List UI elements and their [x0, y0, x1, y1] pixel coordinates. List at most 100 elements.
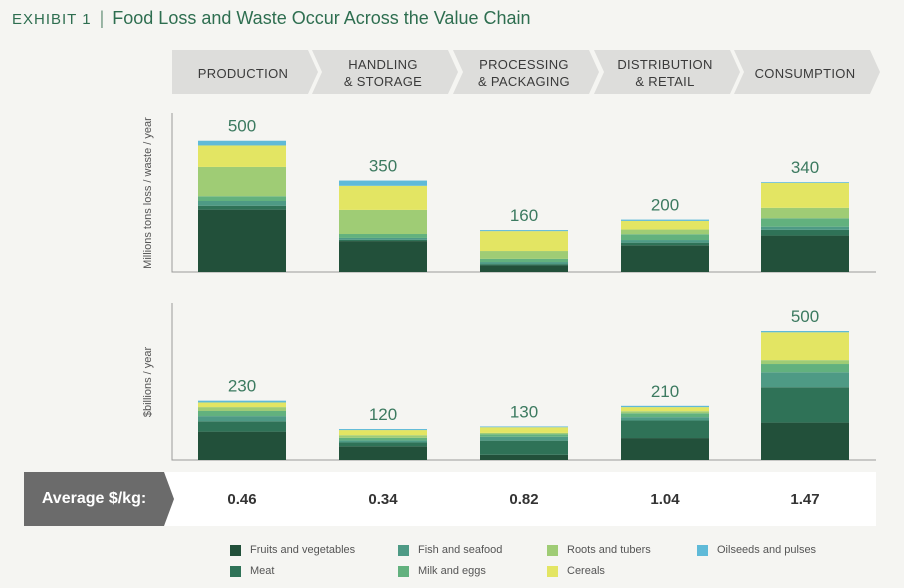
legend-swatch: [398, 544, 409, 556]
bar-segment-processing-packaging-roots-and-tubers: [480, 251, 568, 259]
legend-item-fruits-and-vegetables: Fruits and vegetables: [230, 544, 355, 556]
legend-label: Meat: [250, 565, 275, 577]
legend-item-meat: Meat: [230, 565, 274, 577]
bar-segment-handling-storage-meat: [339, 442, 427, 447]
bar-segment-production-cereals: [198, 145, 286, 167]
bar-segment-distribution-retail-oilseeds-and-pulses: [621, 219, 709, 221]
bar-segment-consumption-cereals: [761, 332, 849, 361]
bar-segment-processing-packaging-milk-and-eggs: [480, 434, 568, 437]
bar-total-label-handling-storage: 120: [369, 405, 397, 424]
bar-segment-handling-storage-milk-and-eggs: [339, 437, 427, 441]
legend-item-oilseeds-and-pulses: Oilseeds and pulses: [697, 544, 816, 556]
bar-segment-handling-storage-roots-and-tubers: [339, 209, 427, 235]
exhibit-number: EXHIBIT 1: [12, 11, 92, 28]
legend-swatch: [230, 544, 241, 556]
bar-segment-production-roots-and-tubers: [198, 407, 286, 411]
bar-segment-handling-storage-fish-and-seafood: [339, 237, 427, 240]
bar-segment-handling-storage-oilseeds-and-pulses: [339, 180, 427, 186]
bar-segment-distribution-retail-meat: [621, 420, 709, 439]
bar-segment-consumption-cereals: [761, 182, 849, 208]
bar-segment-handling-storage-meat: [339, 239, 427, 242]
bar-segment-consumption-fish-and-seafood: [761, 226, 849, 230]
bar-segment-production-oilseeds-and-pulses: [198, 400, 286, 403]
bar-segment-processing-packaging-fish-and-seafood: [480, 436, 568, 441]
legend-label: Milk and eggs: [418, 565, 486, 577]
bar-segment-processing-packaging-fish-and-seafood: [480, 262, 568, 265]
bar-total-label-distribution-retail: 210: [651, 382, 679, 401]
title-separator: |: [99, 8, 105, 28]
bar-segment-production-milk-and-eggs: [198, 196, 286, 201]
bar-total-label-processing-packaging: 160: [510, 206, 538, 225]
bar-segment-processing-packaging-roots-and-tubers: [480, 432, 568, 435]
legend-label: Cereals: [567, 565, 605, 577]
bar-segment-production-oilseeds-and-pulses: [198, 140, 286, 146]
average-label-arrow: [24, 472, 174, 526]
bar-segment-distribution-retail-cereals: [621, 407, 709, 412]
stage-label-consumption: CONSUMPTION: [754, 65, 856, 81]
tonnage-chart: 500 350 160 200 340: [171, 113, 876, 273]
average-price-processing-packaging: 0.82: [509, 490, 539, 508]
bar-segment-handling-storage-cereals: [339, 430, 427, 436]
bar-segment-consumption-milk-and-eggs: [761, 364, 849, 373]
average-price-distribution-retail: 1.04: [650, 490, 680, 508]
legend-label: Oilseeds and pulses: [717, 544, 817, 556]
legend-item-cereals: Cereals: [547, 565, 605, 577]
average-price-consumption: 1.47: [790, 490, 820, 508]
stage-label-distribution-retail: DISTRIBUTION & RETAIL: [617, 57, 713, 89]
bar-segment-distribution-retail-oilseeds-and-pulses: [621, 405, 709, 408]
bar-segment-production-meat: [198, 421, 286, 432]
bar-total-label-distribution-retail: 200: [651, 196, 679, 215]
bar-segment-distribution-retail-roots-and-tubers: [621, 411, 709, 414]
bar-segment-consumption-oilseeds-and-pulses: [761, 331, 849, 333]
bar-segment-consumption-roots-and-tubers: [761, 207, 849, 219]
bar-total-label-consumption: 340: [791, 158, 819, 177]
average-price-label: Average $/kg:: [41, 490, 147, 507]
bar-segment-distribution-retail-fish-and-seafood: [621, 417, 709, 421]
legend-swatch: [697, 544, 708, 556]
bar-segment-processing-packaging-fruits-and-vegetables: [480, 265, 568, 272]
stage-label-processing-packaging: PROCESSING & PACKAGING: [478, 57, 570, 89]
legend-swatch: [547, 565, 558, 577]
bar-segment-consumption-oilseeds-and-pulses: [761, 182, 849, 183]
bar-segment-distribution-retail-fruits-and-vegetables: [621, 438, 709, 460]
bar-segment-processing-packaging-fruits-and-vegetables: [480, 454, 568, 460]
bar-segment-processing-packaging-cereals: [480, 427, 568, 433]
bar-total-label-processing-packaging: 130: [510, 402, 538, 421]
stage-label-production: PRODUCTION: [197, 65, 289, 81]
bar-segment-distribution-retail-milk-and-eggs: [621, 413, 709, 418]
legend-label: Roots and tubers: [567, 544, 651, 556]
stage-label-handling-storage: HANDLING & STORAGE: [343, 57, 423, 89]
legend-item-fish-and-seafood: Fish and seafood: [398, 544, 502, 556]
bar-segment-consumption-fish-and-seafood: [761, 372, 849, 388]
legend-swatch: [398, 565, 409, 577]
bar-segment-consumption-fruits-and-vegetables: [761, 422, 849, 460]
legend-swatch: [230, 565, 241, 577]
bar-segment-production-roots-and-tubers: [198, 166, 286, 197]
bar-segment-consumption-roots-and-tubers: [761, 360, 849, 365]
bar-segment-production-fish-and-seafood: [198, 416, 286, 422]
page-title: EXHIBIT 1 | Food Loss and Waste Occur Acro…: [12, 8, 531, 29]
bar-segment-processing-packaging-milk-and-eggs: [480, 258, 568, 263]
bar-segment-distribution-retail-fish-and-seafood: [621, 240, 709, 243]
bar-segment-processing-packaging-oilseeds-and-pulses: [480, 426, 568, 428]
value-chart: 230 120 130 210 500: [171, 303, 876, 461]
legend-label: Fish and seafood: [418, 544, 503, 556]
bar-segment-handling-storage-roots-and-tubers: [339, 435, 427, 438]
legend-item-milk-and-eggs: Milk and eggs: [398, 565, 486, 577]
legend-label: Fruits and vegetables: [250, 544, 356, 556]
bar-segment-consumption-meat: [761, 387, 849, 423]
bar-segment-production-fruits-and-vegetables: [198, 431, 286, 460]
title-text: Food Loss and Waste Occur Across the Val…: [112, 8, 531, 28]
bar-segment-consumption-fruits-and-vegetables: [761, 235, 849, 272]
bar-segment-handling-storage-fish-and-seafood: [339, 440, 427, 443]
bar-segment-distribution-retail-milk-and-eggs: [621, 234, 709, 241]
legend-item-roots-and-tubers: Roots and tubers: [547, 544, 651, 556]
bar-total-label-production: 230: [228, 377, 256, 396]
bar-segment-handling-storage-oilseeds-and-pulses: [339, 429, 427, 431]
bar-segment-processing-packaging-cereals: [480, 231, 568, 252]
bar-segment-processing-packaging-oilseeds-and-pulses: [480, 230, 568, 232]
bar-segment-distribution-retail-roots-and-tubers: [621, 229, 709, 235]
bar-total-label-handling-storage: 350: [369, 157, 397, 176]
bar-segment-consumption-meat: [761, 229, 849, 236]
bar-segment-production-fruits-and-vegetables: [198, 209, 286, 272]
